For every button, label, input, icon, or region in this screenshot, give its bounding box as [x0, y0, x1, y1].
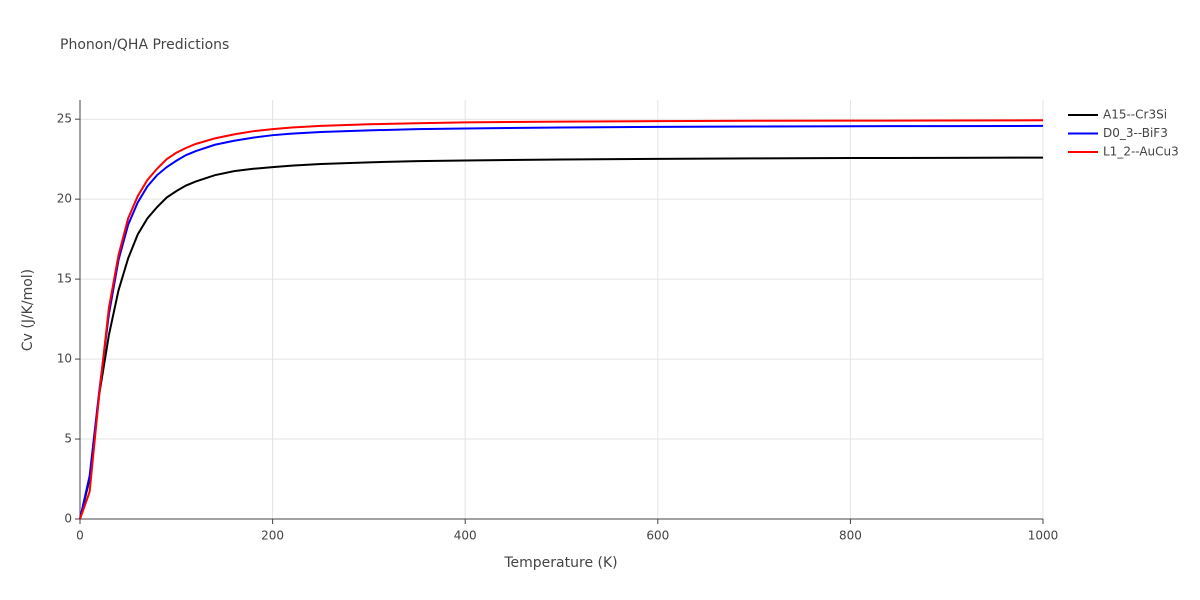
legend-label: A15--Cr3Si — [1103, 108, 1167, 122]
x-tick-label: 1000 — [1028, 529, 1059, 543]
chart-title: Phonon/QHA Predictions — [60, 37, 229, 53]
x-tick-label: 600 — [646, 529, 669, 543]
line-series — [79, 156, 1044, 520]
y-tick-label: 25 — [57, 112, 72, 126]
legend-label: L1_2--AuCu3 — [1103, 145, 1179, 159]
x-tick-label: 800 — [839, 529, 862, 543]
x-tick-label: 400 — [454, 529, 477, 543]
y-tick-label: 10 — [57, 352, 72, 366]
x-tick-label: 200 — [261, 529, 284, 543]
line-series — [79, 124, 1044, 520]
y-axis-label: Cv (J/K/mol) — [20, 269, 36, 351]
y-tick-label: 15 — [57, 272, 72, 286]
y-tick-label: 20 — [57, 192, 72, 206]
x-axis-label: Temperature (K) — [503, 555, 617, 571]
legend-label: D0_3--BiF3 — [1103, 126, 1168, 140]
y-tick-label: 0 — [64, 512, 72, 526]
x-tick-label: 0 — [76, 529, 84, 543]
y-tick-label: 5 — [64, 432, 72, 446]
line-series — [79, 119, 1044, 520]
